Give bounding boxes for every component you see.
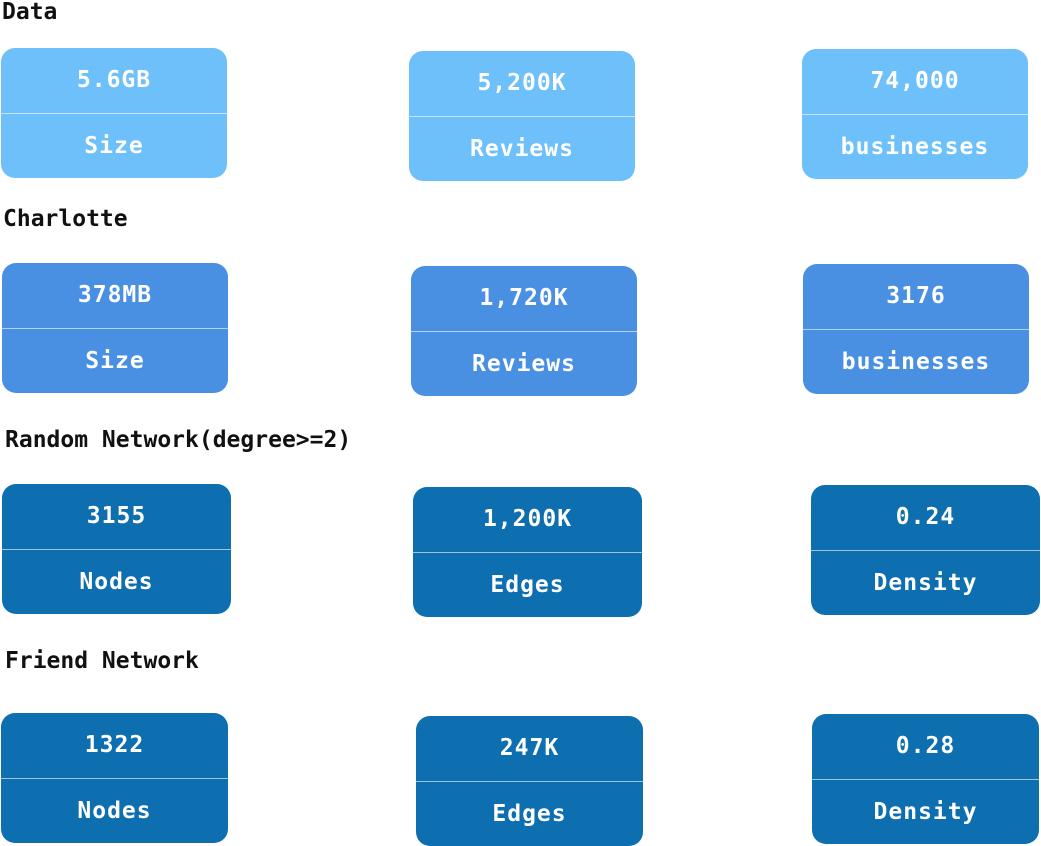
stat-label: Reviews: [472, 350, 576, 377]
stat-value: 1322: [1, 713, 228, 779]
stat-label: Nodes: [79, 568, 154, 595]
section-title-data: Data: [2, 0, 58, 25]
stat-value: 247K: [416, 716, 643, 782]
stat-card-random-density: 0.24 Density: [811, 485, 1040, 615]
stat-value: 1,200K: [413, 487, 642, 553]
stat-value: 3155: [2, 484, 231, 550]
stat-label: Nodes: [77, 797, 152, 824]
stat-card-charlotte-businesses: 3176 businesses: [803, 264, 1029, 394]
stat-card-charlotte-size: 378MB Size: [2, 263, 228, 393]
section-title-random-network: Random Network(degree>=2): [5, 427, 352, 453]
stat-label: Reviews: [470, 135, 574, 162]
stat-card-random-nodes: 3155 Nodes: [2, 484, 231, 614]
stat-label: Size: [84, 132, 144, 159]
stat-card-charlotte-reviews: 1,720K Reviews: [411, 266, 637, 396]
stat-card-friend-edges: 247K Edges: [416, 716, 643, 846]
stat-card-data-businesses: 74,000 businesses: [802, 49, 1028, 179]
stat-value: 5.6GB: [1, 48, 227, 114]
stat-label: Size: [85, 347, 145, 374]
stat-label: Density: [873, 798, 978, 825]
stat-value: 1,720K: [411, 266, 637, 332]
stat-value: 5,200K: [409, 51, 635, 117]
stat-value: 3176: [803, 264, 1029, 330]
stat-card-data-size: 5.6GB Size: [1, 48, 227, 178]
stat-card-friend-density: 0.28 Density: [812, 714, 1039, 844]
stat-label: businesses: [840, 133, 990, 160]
section-title-friend-network: Friend Network: [5, 648, 199, 674]
stat-value: 0.24: [811, 485, 1040, 551]
section-title-charlotte: Charlotte: [3, 206, 128, 232]
stat-value: 0.28: [812, 714, 1039, 780]
stat-value: 74,000: [802, 49, 1028, 115]
stat-card-friend-nodes: 1322 Nodes: [1, 713, 228, 843]
stat-label: businesses: [841, 348, 991, 375]
stat-label: Density: [873, 569, 978, 596]
stat-label: Edges: [492, 800, 567, 827]
stat-label: Edges: [490, 571, 565, 598]
stat-value: 378MB: [2, 263, 228, 329]
stat-card-random-edges: 1,200K Edges: [413, 487, 642, 617]
stat-card-data-reviews: 5,200K Reviews: [409, 51, 635, 181]
